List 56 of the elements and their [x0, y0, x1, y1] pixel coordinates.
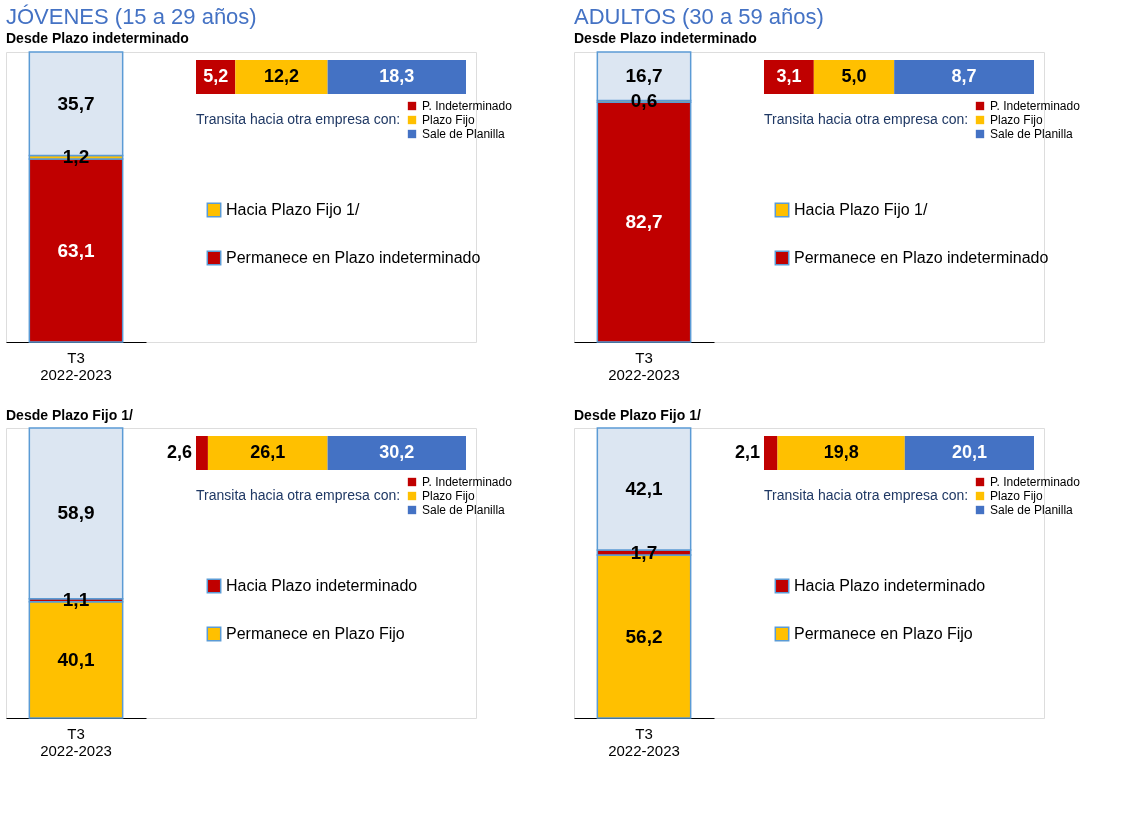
- legend-label: Hacia Plazo indeterminado: [226, 577, 418, 594]
- data-label: 40,1: [57, 648, 95, 670]
- legend-label: P. Indeterminado: [990, 475, 1081, 489]
- legend-label: Plazo Fijo: [422, 489, 476, 503]
- chart-title: ADULTOS (30 a 59 años): [574, 4, 824, 30]
- legend-label: Hacia Plazo Fijo 1/: [794, 201, 928, 218]
- data-label: 5,2: [203, 66, 229, 86]
- chart-title: JÓVENES (15 a 29 años): [6, 4, 257, 30]
- data-label: 2,6: [166, 442, 192, 462]
- legend-label: P. Indeterminado: [990, 99, 1081, 113]
- legend-label: Hacia Plazo Fijo 1/: [226, 201, 360, 218]
- legend-title: Transita hacia otra empresa con:: [764, 487, 969, 503]
- data-label: 1,7: [630, 541, 658, 563]
- data-label: 18,3: [379, 66, 415, 86]
- legend-title: Transita hacia otra empresa con:: [196, 111, 401, 127]
- legend-title: Transita hacia otra empresa con:: [764, 111, 969, 127]
- legend-label: Plazo Fijo: [990, 489, 1044, 503]
- data-label: 20,1: [951, 442, 987, 462]
- data-label: 42,1: [625, 478, 663, 500]
- chart-title: Desde Plazo Fijo 1/: [6, 407, 133, 424]
- legend-label: Plazo Fijo: [990, 113, 1044, 127]
- x-tick-label: T3 2022-2023: [608, 724, 680, 759]
- legend-label: Permanece en Plazo indeterminado: [226, 249, 481, 266]
- legend-label: Sale de Planilla: [990, 127, 1074, 141]
- legend-label: Hacia Plazo indeterminado: [794, 577, 986, 594]
- data-label: 5,0: [841, 66, 867, 86]
- legend-title: Transita hacia otra empresa con:: [196, 487, 401, 503]
- chart-subtitle: Desde Plazo indeterminado: [6, 30, 189, 47]
- data-label: 19,8: [823, 442, 859, 462]
- chart-title: Desde Plazo Fijo 1/: [574, 407, 701, 424]
- data-label: 56,2: [625, 625, 663, 647]
- data-label: 63,1: [57, 239, 95, 261]
- legend-label: Permanece en Plazo Fijo: [794, 625, 973, 642]
- data-label: 3,1: [776, 66, 802, 86]
- legend-label: Permanece en Plazo indeterminado: [794, 249, 1049, 266]
- data-label: 35,7: [57, 92, 95, 114]
- data-label: 82,7: [625, 211, 663, 233]
- x-tick-label: T3 2022-2023: [40, 724, 112, 759]
- data-label: 26,1: [250, 442, 286, 462]
- data-label: 8,7: [951, 66, 977, 86]
- data-label: 12,2: [263, 66, 299, 86]
- data-label: 30,2: [379, 442, 415, 462]
- legend-label: Sale de Planilla: [422, 503, 506, 517]
- legend-label: Sale de Planilla: [990, 503, 1074, 517]
- data-label: 1,1: [62, 589, 90, 611]
- data-label: 16,7: [625, 65, 663, 87]
- x-tick-label: T3 2022-2023: [608, 348, 680, 383]
- legend-label: Sale de Planilla: [422, 127, 506, 141]
- x-tick-label: T3 2022-2023: [40, 348, 112, 383]
- data-label: 2,1: [734, 442, 760, 462]
- legend-label: P. Indeterminado: [422, 475, 513, 489]
- legend-label: Permanece en Plazo Fijo: [226, 625, 405, 642]
- legend-label: Plazo Fijo: [422, 113, 476, 127]
- data-label: 58,9: [57, 502, 95, 524]
- chart-subtitle: Desde Plazo indeterminado: [574, 30, 757, 47]
- legend-label: P. Indeterminado: [422, 99, 513, 113]
